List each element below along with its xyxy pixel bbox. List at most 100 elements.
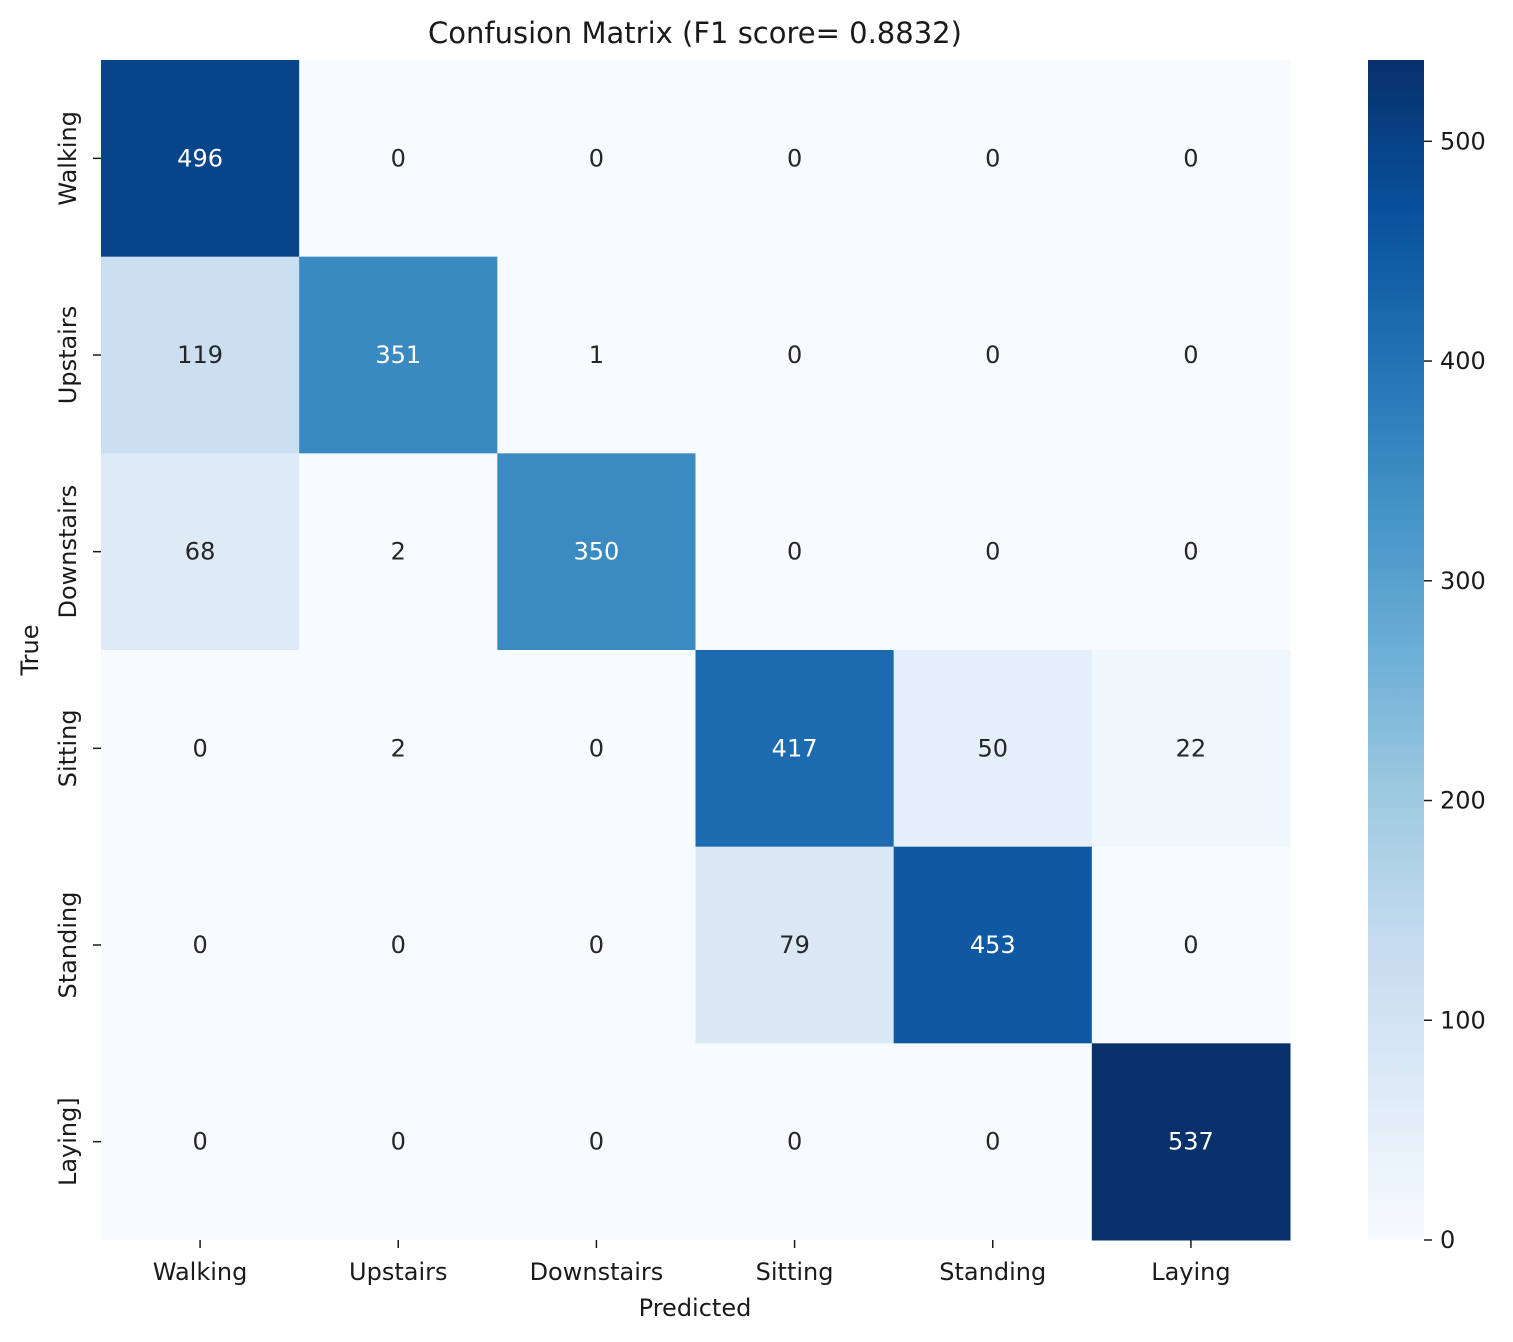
colorbar-ticks: 0 100 200 300 400 500	[1424, 127, 1486, 1254]
cell-value-label: 22	[1176, 734, 1207, 762]
cell-value-label: 0	[985, 538, 1000, 566]
cell-value-label: 0	[985, 1128, 1000, 1156]
cell-value-label: 119	[177, 341, 223, 369]
x-tick-label: Standing	[939, 1258, 1046, 1286]
cell-value-label: 68	[185, 538, 216, 566]
heatmap-cell	[1091, 60, 1291, 258]
cell-value-label: 0	[787, 538, 802, 566]
heatmap-cell	[695, 846, 895, 1044]
y-tick-label: Downstairs	[54, 485, 82, 619]
colorbar-tick-label: 200	[1440, 787, 1486, 815]
cell-value-label: 0	[1183, 144, 1198, 172]
heatmap-cell	[497, 650, 696, 848]
cell-value-label: 0	[985, 144, 1000, 172]
heatmap-cell	[695, 60, 895, 258]
x-tick-label: Laying	[1151, 1258, 1230, 1286]
colorbar-tick-label: 300	[1440, 567, 1486, 595]
heatmap-cells	[101, 60, 1291, 1241]
colorbar-tick-label: 400	[1440, 347, 1486, 375]
cell-value-label: 351	[375, 341, 421, 369]
cell-value-label: 50	[977, 734, 1008, 762]
colorbar-gradient	[1368, 60, 1424, 1240]
colorbar-tick-label: 0	[1440, 1226, 1455, 1254]
heatmap-cell	[497, 256, 696, 454]
cell-value-label: 417	[772, 734, 818, 762]
heatmap-cell	[101, 1043, 300, 1241]
cell-value-label: 0	[787, 144, 802, 172]
heatmap-cell	[299, 846, 498, 1044]
heatmap-cell	[1091, 1043, 1291, 1241]
x-tick-label: Downstairs	[530, 1258, 664, 1286]
cell-value-label: 0	[589, 1128, 604, 1156]
heatmap-cell	[299, 453, 498, 651]
cell-value-label: 0	[391, 1128, 406, 1156]
heatmap-cell	[1091, 256, 1291, 454]
x-axis-label: Predicted	[639, 1294, 752, 1322]
y-tick-label: Sitting	[54, 709, 82, 787]
cell-value-label: 0	[391, 144, 406, 172]
cell-value-label: 0	[589, 931, 604, 959]
y-tick-label: Walking	[54, 111, 82, 206]
cell-value-label: 496	[177, 144, 223, 172]
heatmap-cell	[299, 1043, 498, 1241]
cell-value-label: 0	[985, 341, 1000, 369]
cell-value-label: 0	[1183, 931, 1198, 959]
heatmap-cell	[1091, 846, 1291, 1044]
cell-value-label: 0	[589, 734, 604, 762]
cell-value-label: 79	[779, 931, 810, 959]
heatmap-cell	[101, 846, 300, 1044]
heatmap-cell	[893, 650, 1093, 848]
cell-value-label: 0	[1183, 538, 1198, 566]
x-axis-ticks: Walking Upstairs Downstairs Sitting Standing…	[153, 1240, 1231, 1286]
y-axis-ticks: Walking Upstairs Downstairs Sitting Standing…	[54, 111, 101, 1186]
heatmap-cell	[299, 60, 498, 258]
heatmap-cell	[299, 256, 498, 454]
heatmap-cell	[1091, 453, 1291, 651]
heatmap-cell	[695, 453, 895, 651]
x-tick-label: Walking	[153, 1258, 248, 1286]
heatmap-cell	[497, 60, 696, 258]
cell-value-label: 2	[391, 538, 406, 566]
cell-value-label: 0	[589, 144, 604, 172]
heatmap-cell	[893, 453, 1093, 651]
cell-value-label: 0	[192, 1128, 207, 1156]
colorbar: 0 100 200 300 400 500	[1368, 60, 1486, 1254]
heatmap-cell	[497, 1043, 696, 1241]
heatmap-cell	[299, 650, 498, 848]
cell-value-label: 1	[589, 341, 604, 369]
x-tick-label: Upstairs	[349, 1258, 447, 1286]
heatmap-cell	[893, 846, 1093, 1044]
y-tick-label: Laying]	[54, 1097, 82, 1186]
heatmap-cell	[695, 650, 895, 848]
cell-value-label: 0	[787, 341, 802, 369]
cell-value-label: 453	[970, 931, 1016, 959]
cell-value-label: 350	[574, 538, 620, 566]
cell-value-label: 0	[391, 931, 406, 959]
heatmap-cell	[101, 453, 300, 651]
cell-value-label: 537	[1168, 1128, 1214, 1156]
colorbar-tick-label: 100	[1440, 1006, 1486, 1034]
heatmap-cell	[101, 256, 300, 454]
cell-value-label: 0	[787, 1128, 802, 1156]
heatmap-cell	[695, 256, 895, 454]
heatmap-cell	[893, 60, 1093, 258]
heatmap-cell-labels: 496 0 0 0 0 0 119 351 1 0 0 0 68 2 350 0 0 0 0 2 0 417 50 22 0 0 0…	[177, 144, 1214, 1155]
cell-value-label: 0	[1183, 341, 1198, 369]
heatmap-cell	[497, 453, 696, 651]
heatmap-cell	[893, 1043, 1093, 1241]
y-axis-label: True	[16, 625, 44, 677]
cell-value-label: 2	[391, 734, 406, 762]
colorbar-tick-label: 500	[1440, 127, 1486, 155]
heatmap-cell	[101, 60, 300, 258]
chart-title: Confusion Matrix (F1 score= 0.8832)	[428, 16, 962, 50]
heatmap-cell	[101, 650, 300, 848]
cell-value-label: 0	[192, 734, 207, 762]
heatmap-cell	[497, 846, 696, 1044]
heatmap-cell	[695, 1043, 895, 1241]
y-tick-label: Standing	[54, 892, 82, 999]
heatmap-cell	[1091, 650, 1291, 848]
cell-value-label: 0	[192, 931, 207, 959]
y-tick-label: Upstairs	[54, 306, 82, 404]
x-tick-label: Sitting	[756, 1258, 834, 1286]
